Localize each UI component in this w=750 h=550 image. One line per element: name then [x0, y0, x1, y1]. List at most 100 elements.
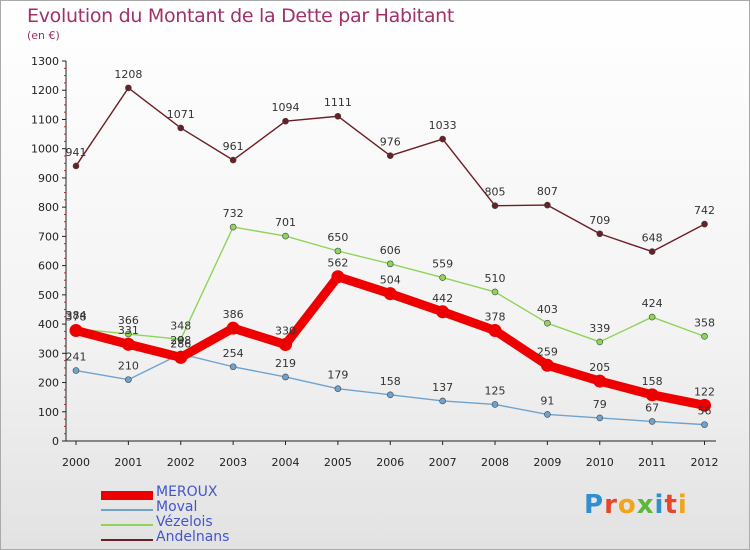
data-point-v-zelois: [282, 232, 289, 240]
data-point-andelnans: [701, 220, 708, 228]
x-tick-label: 2011: [638, 456, 666, 469]
data-point-meroux: [436, 305, 450, 319]
data-point-andelnans: [229, 156, 237, 164]
data-point-meroux: [383, 287, 397, 301]
data-point-v-zelois: [648, 313, 656, 321]
data-point-moval: [544, 411, 551, 418]
logo-letter: P: [584, 490, 605, 520]
data-label-andelnans: 648: [642, 232, 663, 245]
y-tick-label: 900: [38, 172, 59, 185]
x-tick-label: 2012: [691, 456, 719, 469]
y-tick-label: 1300: [31, 55, 59, 68]
data-label-moval: 241: [66, 351, 87, 364]
chart-subtitle: (en €): [27, 29, 60, 42]
data-point-meroux: [279, 338, 293, 352]
y-tick-label: 800: [38, 201, 59, 214]
legend-swatch: [101, 524, 153, 526]
y-tick-label: 500: [38, 289, 59, 302]
x-tick-label: 2002: [167, 456, 195, 469]
data-label-meroux: 378: [485, 311, 506, 324]
data-label-andelnans: 709: [589, 214, 610, 227]
axes: [62, 60, 716, 442]
data-point-andelnans: [125, 84, 132, 92]
data-label-moval: 79: [593, 398, 607, 411]
data-label-meroux: 205: [589, 361, 610, 374]
x-tick-label: 2004: [272, 456, 300, 469]
data-point-moval: [72, 367, 80, 374]
proxiti-logo: Proxiti: [584, 490, 688, 520]
logo-letter: r: [604, 490, 618, 520]
data-label-moval: 158: [380, 375, 401, 388]
data-label-meroux: 331: [118, 324, 139, 337]
data-label-meroux: 504: [380, 274, 401, 287]
data-label-v-zelois: 358: [694, 316, 715, 329]
data-labels: 941 1208 1071 961 1094 1111 976 1033 805 807 709 64…: [66, 68, 716, 418]
data-label-meroux: 158: [642, 375, 663, 388]
data-point-moval: [334, 385, 342, 392]
data-label-v-zelois: 510: [485, 272, 506, 285]
data-label-v-zelois: 339: [589, 322, 610, 335]
data-point-moval: [229, 363, 237, 371]
data-point-moval: [282, 373, 289, 381]
data-label-meroux: 378: [66, 311, 87, 324]
logo-letter: i: [654, 490, 665, 520]
data-label-v-zelois: 366: [118, 314, 139, 327]
data-label-v-zelois: 384: [66, 309, 87, 322]
data-point-andelnans: [596, 230, 604, 238]
data-label-moval: 219: [275, 357, 296, 370]
data-label-v-zelois: 650: [327, 231, 348, 244]
data-label-andelnans: 805: [485, 186, 506, 199]
data-label-andelnans: 742: [694, 204, 715, 217]
x-tick-label: 2010: [586, 456, 614, 469]
data-label-moval: 210: [118, 360, 139, 373]
data-point-meroux: [69, 324, 83, 338]
data-label-moval: 91: [540, 394, 554, 407]
data-label-meroux: 330: [275, 325, 296, 338]
data-label-meroux: 259: [537, 345, 558, 358]
data-point-v-zelois: [544, 319, 551, 327]
data-point-moval: [386, 391, 394, 399]
x-tick-label: 2005: [324, 456, 352, 469]
y-tick-label: 1100: [31, 113, 59, 126]
chart-title: Evolution du Montant de la Dette par Hab…: [27, 5, 455, 27]
data-point-v-zelois: [386, 260, 394, 268]
data-point-v-zelois: [334, 247, 342, 255]
x-tick-label: 2001: [114, 456, 142, 469]
y-tick-label: 400: [38, 318, 59, 331]
logo-letter: i: [677, 490, 688, 520]
y-tick-label: 0: [52, 435, 59, 448]
data-point-moval: [439, 397, 446, 405]
data-label-andelnans: 941: [66, 146, 87, 159]
x-tick-label: 2000: [62, 456, 90, 469]
data-point-v-zelois: [491, 288, 499, 296]
data-label-moval: 67: [645, 401, 659, 414]
data-point-v-zelois: [125, 330, 132, 338]
data-point-moval: [648, 418, 656, 425]
data-point-andelnans: [282, 117, 289, 125]
data-label-moval: 254: [223, 347, 244, 360]
legend-label: MEROUX: [156, 484, 218, 500]
data-point-andelnans: [544, 201, 551, 209]
data-point-andelnans: [491, 202, 499, 209]
data-point-moval: [125, 376, 132, 383]
data-label-v-zelois: 424: [642, 297, 663, 310]
data-point-v-zelois: [596, 338, 604, 346]
y-tick-label: 1000: [31, 143, 59, 156]
data-point-andelnans: [386, 152, 394, 160]
logo-letter: x: [636, 490, 655, 520]
data-point-v-zelois: [439, 274, 446, 281]
logo-letter: o: [617, 490, 637, 520]
data-point-meroux: [174, 350, 188, 364]
data-point-meroux: [698, 398, 712, 412]
x-tick-label: 2006: [376, 456, 404, 469]
series-group: [69, 84, 712, 428]
legend-label: Andelnans: [156, 529, 230, 545]
data-label-v-zelois: 732: [223, 207, 244, 220]
data-point-meroux: [488, 324, 502, 338]
data-label-andelnans: 1071: [167, 108, 195, 121]
legend-label: Moval: [156, 499, 198, 515]
data-label-moval: 179: [327, 369, 348, 382]
data-label-moval: 137: [432, 381, 453, 394]
data-point-meroux: [121, 337, 135, 351]
